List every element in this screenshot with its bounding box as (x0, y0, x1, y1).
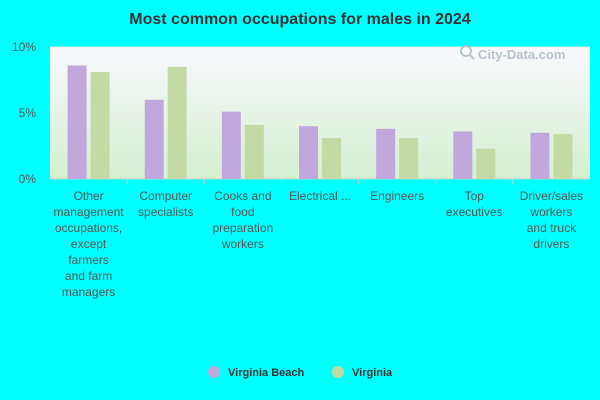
category-label-line: food (231, 205, 254, 219)
bar-virginia (244, 124, 264, 179)
watermark-text: City-Data.com (478, 47, 565, 62)
category-label-line: occupations, (55, 221, 122, 235)
bar-virginia-beach (453, 131, 473, 179)
category-label-line: workers (221, 237, 264, 251)
category-label-line: management (54, 205, 125, 219)
bar-virginia (476, 148, 496, 179)
grid-lines (50, 46, 590, 114)
bar-virginia-beach (221, 111, 241, 179)
category-label-line: specialists (138, 205, 193, 219)
category-label-line: Electrical ... (289, 189, 351, 203)
watermark: City-Data.com (460, 45, 565, 62)
search-icon (460, 45, 475, 60)
category-label-line: Cooks and (214, 189, 271, 203)
category-label: Electrical ... (289, 189, 351, 203)
bar-virginia-beach (67, 65, 87, 179)
category-label-line: and farm (65, 269, 112, 283)
category-label-line: and truck (527, 221, 577, 235)
category-label-line: workers (529, 205, 572, 219)
category-label: Other management occupations, except farmers… (54, 189, 125, 299)
category-label-line: Engineers (370, 189, 424, 203)
category-label-line: Driver/sales (520, 189, 583, 203)
bar-virginia (90, 72, 110, 179)
category-label-line: except (71, 237, 107, 251)
bar-virginia-beach (144, 99, 164, 179)
bar-virginia-beach (376, 128, 396, 179)
category-label-line: executives (446, 205, 503, 219)
bars (67, 65, 573, 179)
legend-label: Virginia (352, 367, 393, 379)
bar-virginia-beach (299, 126, 318, 179)
y-tick-label: 10% (12, 40, 36, 54)
legend-label: Virginia Beach (228, 367, 304, 379)
bar-virginia (322, 138, 341, 179)
legend-swatch (332, 366, 344, 378)
category-label: Computer specialists (138, 189, 193, 219)
bar-virginia-beach (530, 132, 550, 179)
x-axis-labels: Other management occupations, except farmers… (54, 189, 584, 299)
bar-virginia (167, 66, 187, 179)
chart-title: Most common occupations for males in 202… (129, 11, 471, 28)
bar-virginia (553, 134, 573, 179)
category-label-line: farmers (68, 253, 109, 267)
y-axis: 0% 5% 10% (12, 40, 590, 186)
category-label-line: managers (62, 285, 115, 299)
category-label-line: preparation (212, 221, 273, 235)
category-label: Cooks and food preparation workers (212, 189, 273, 251)
category-label: Engineers (370, 189, 424, 203)
y-tick-label: 0% (19, 172, 37, 186)
category-label-line: Other (74, 189, 104, 203)
legend-swatch (208, 366, 220, 378)
category-label: Top executives (446, 189, 503, 219)
category-label-line: Computer (139, 189, 192, 203)
legend: Virginia Beach Virginia (208, 366, 393, 379)
y-tick-label: 5% (19, 106, 37, 120)
category-label-line: drivers (533, 237, 569, 251)
category-label-line: Top (465, 189, 485, 203)
bar-virginia (399, 138, 419, 179)
category-label: Driver/sales workers and truck drivers (520, 189, 583, 251)
